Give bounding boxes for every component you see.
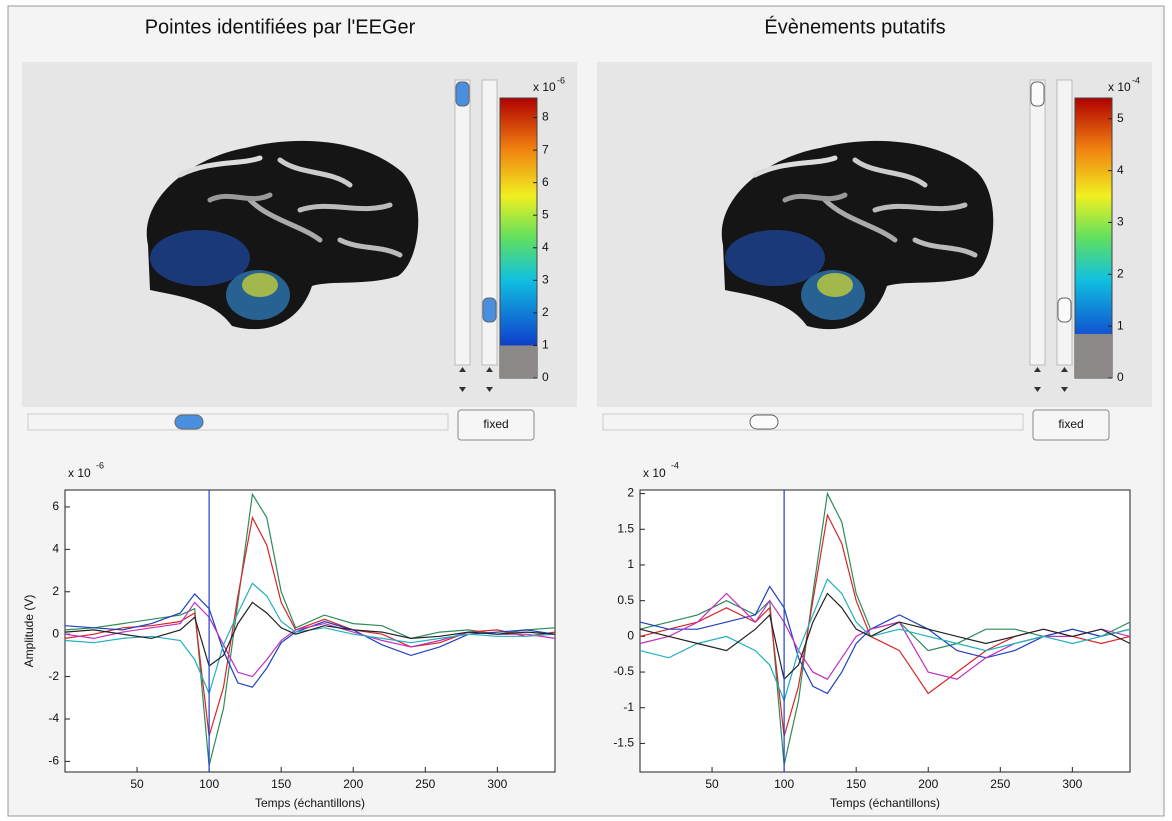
y-tick-label: 0: [52, 626, 59, 640]
brain-gyrus: [300, 205, 390, 210]
colorbar-tick-label: 1: [542, 338, 549, 352]
y-tick-label: -1.5: [613, 736, 634, 750]
colorbar-exponent-base: x 10: [533, 80, 556, 94]
horizontal-slider[interactable]: [28, 414, 448, 430]
plot-area: [640, 490, 1130, 772]
axis-exponent-base: x 10: [68, 466, 91, 480]
y-tick-label: -2: [48, 669, 59, 683]
x-tick-label: 250: [990, 777, 1010, 791]
y-tick-label: -1: [623, 700, 634, 714]
colorbar-exponent: -6: [557, 75, 565, 85]
x-axis-label: Temps (échantillons): [255, 796, 365, 810]
y-tick-label: -6: [48, 754, 59, 768]
colorbar: [500, 98, 537, 378]
activation: [817, 273, 853, 297]
colorbar-tick-label: 5: [542, 207, 549, 221]
y-tick-label: 4: [52, 542, 59, 556]
colorbar-tick-label: 8: [542, 110, 549, 124]
button-label: fixed: [483, 417, 508, 431]
slider-thumb[interactable]: [175, 415, 203, 429]
x-tick-label: 50: [130, 777, 144, 791]
y-tick-label: 0: [627, 629, 634, 643]
y-tick-label: -0.5: [613, 664, 634, 678]
colorbar-tick-label: 0: [542, 370, 549, 384]
colorbar-threshold: [1075, 334, 1112, 378]
axis-exponent: -4: [671, 460, 679, 470]
y-axis-label: Amplitude (V): [22, 595, 36, 668]
axis-exponent-base: x 10: [643, 466, 666, 480]
slider-thumb[interactable]: [456, 82, 469, 106]
y-tick-label: 2: [52, 584, 59, 598]
x-tick-label: 150: [846, 777, 866, 791]
x-tick-label: 300: [487, 777, 507, 791]
colorbar-tick-label: 4: [1117, 163, 1124, 177]
vertical-slider[interactable]: [1030, 80, 1045, 365]
brain-gyrus: [875, 205, 965, 210]
activation: [725, 230, 825, 286]
y-tick-label: 1: [627, 557, 634, 571]
brain-gyrus: [785, 195, 845, 200]
axis-exponent: -6: [96, 460, 104, 470]
colorbar-tick-label: 1: [1117, 318, 1124, 332]
x-tick-label: 100: [199, 777, 219, 791]
colorbar-tick-label: 3: [542, 272, 549, 286]
x-tick-label: 150: [271, 777, 291, 791]
y-tick-label: 2: [627, 486, 634, 500]
x-tick-label: 200: [918, 777, 938, 791]
x-tick-label: 250: [415, 777, 435, 791]
x-tick-label: 100: [774, 777, 794, 791]
slider-thumb[interactable]: [1058, 298, 1071, 322]
x-tick-label: 300: [1062, 777, 1082, 791]
slider-thumb[interactable]: [750, 415, 778, 429]
colorbar-tick-label: 2: [1117, 266, 1124, 280]
colorbar-tick-label: 0: [1117, 370, 1124, 384]
colorbar-tick-label: 3: [1117, 215, 1124, 229]
button-label: fixed: [1058, 417, 1083, 431]
activation: [150, 230, 250, 286]
y-tick-label: 1.5: [617, 521, 634, 535]
colorbar-tick-label: 5: [1117, 111, 1124, 125]
colorbar-tick-label: 7: [542, 142, 549, 156]
brain-gyrus: [210, 195, 270, 200]
x-axis-label: Temps (échantillons): [830, 796, 940, 810]
slider-thumb[interactable]: [483, 298, 496, 322]
y-tick-label: 0.5: [617, 593, 634, 607]
horizontal-slider[interactable]: [603, 414, 1023, 430]
colorbar-exponent-base: x 10: [1108, 80, 1131, 94]
app-window: Pointes identifiées par l'EEGer fixed 0 1 2 3…: [0, 0, 1172, 821]
x-tick-label: 200: [343, 777, 363, 791]
activation: [242, 273, 278, 297]
panel-title: Pointes identifiées par l'EEGer: [145, 16, 416, 38]
colorbar-threshold: [500, 345, 537, 378]
x-tick-label: 50: [705, 777, 719, 791]
colorbar-tick-label: 2: [542, 305, 549, 319]
panel-title: Évènements putatifs: [764, 15, 945, 38]
y-tick-label: 6: [52, 499, 59, 513]
colorbar-exponent: -4: [1132, 75, 1140, 85]
colorbar-tick-label: 4: [542, 240, 549, 254]
vertical-slider[interactable]: [455, 80, 470, 365]
colorbar-tick-label: 6: [542, 175, 549, 189]
slider-thumb[interactable]: [1031, 82, 1044, 106]
y-tick-label: -4: [48, 711, 59, 725]
